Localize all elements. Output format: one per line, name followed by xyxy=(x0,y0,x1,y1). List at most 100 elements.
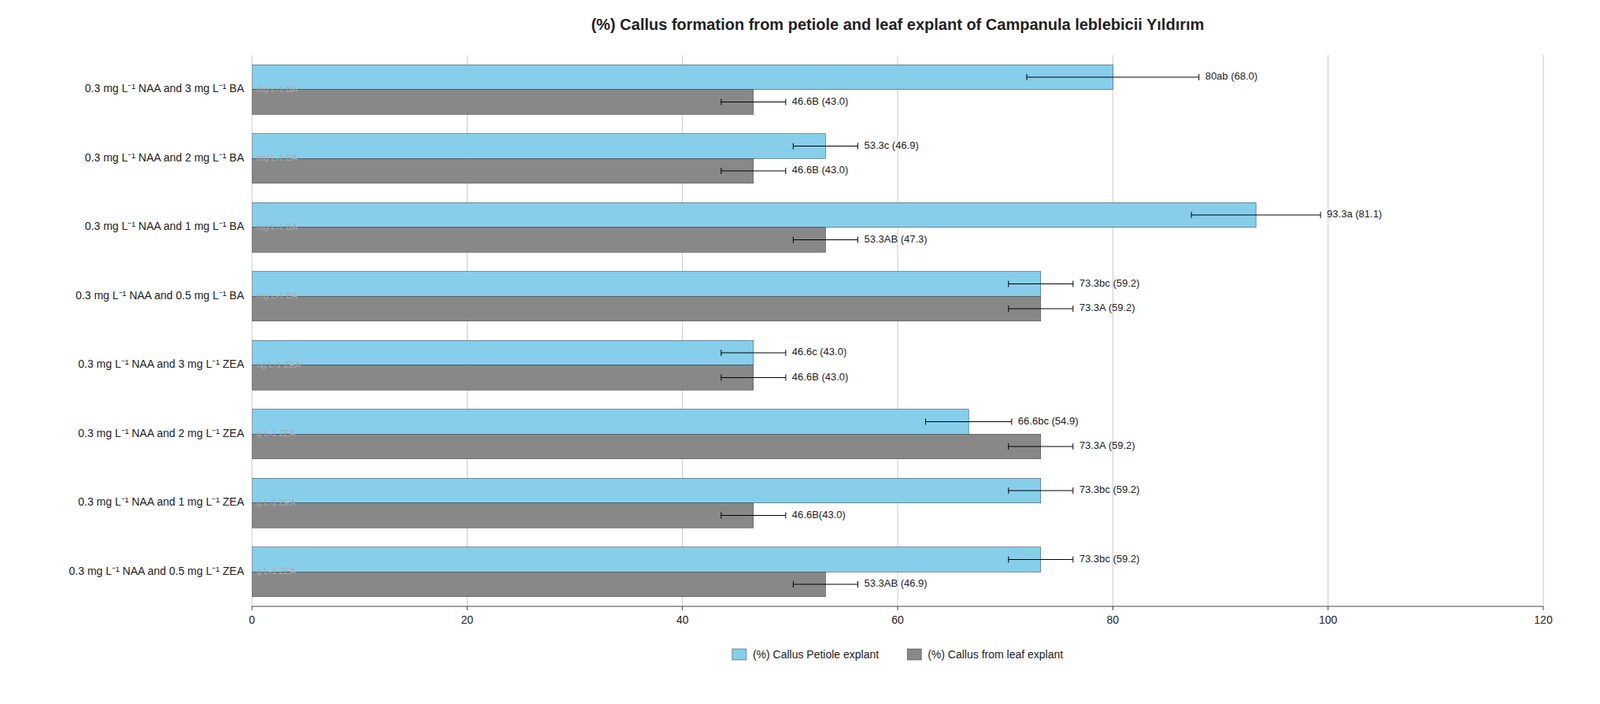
bar xyxy=(251,89,754,115)
tick-label: 0 xyxy=(248,613,256,626)
bar xyxy=(251,227,826,253)
error-bar xyxy=(792,581,858,588)
data-label: 80ab (68.0) xyxy=(1205,70,1259,82)
error-cap xyxy=(1072,281,1074,288)
error-line xyxy=(792,145,858,147)
error-bar xyxy=(1008,556,1074,563)
annotation: g L-1 ZEA xyxy=(256,428,297,438)
data-label: 53.3AB (46.9) xyxy=(863,577,927,589)
data-label: 73.3bc (59.2) xyxy=(1079,552,1141,565)
category-label: 0.3 mg L⁻¹ NAA and 3 mg L⁻¹ BA xyxy=(85,81,245,95)
error-cap xyxy=(792,237,794,244)
annotation: g L-1 ZEA xyxy=(256,566,297,576)
error-cap xyxy=(720,99,722,106)
grid-line xyxy=(897,55,899,607)
error-cap xyxy=(785,167,786,175)
legend-label: (%) Callus Petiole explant xyxy=(752,648,879,661)
error-cap xyxy=(1191,211,1193,219)
error-line xyxy=(925,421,1012,423)
error-cap xyxy=(785,99,786,106)
error-cap xyxy=(785,512,786,519)
error-bar xyxy=(721,349,786,356)
legend: (%) Callus Petiole explant (%) Callus fro… xyxy=(732,648,1063,661)
error-line xyxy=(721,170,786,172)
error-cap xyxy=(857,143,859,150)
legend-label: (%) Callus from leaf explant xyxy=(927,648,1063,661)
error-cap xyxy=(1007,487,1009,494)
title: (%) Callus formation from petiole and le… xyxy=(591,15,1205,34)
grid-line xyxy=(1327,55,1329,607)
error-cap xyxy=(792,143,794,150)
error-cap xyxy=(1072,305,1074,312)
error-bar xyxy=(1026,74,1200,81)
error-cap xyxy=(1320,211,1322,219)
legend-swatch xyxy=(907,648,922,660)
data-label: 46.6B(43.0) xyxy=(792,508,846,521)
x-axis xyxy=(251,606,1544,608)
error-line xyxy=(792,584,858,586)
data-label: 73.3bc (59.2) xyxy=(1079,277,1141,289)
error-bar xyxy=(792,143,858,150)
bar xyxy=(251,340,754,366)
bar xyxy=(251,433,1041,460)
bar xyxy=(251,202,1256,228)
bar xyxy=(251,571,826,597)
grid-line xyxy=(1112,55,1114,607)
error-cap xyxy=(925,418,926,426)
data-label: 46.6B (43.0) xyxy=(792,95,849,108)
legend-item: (%) Callus Petiole explant xyxy=(732,648,879,661)
data-label: 66.6bc (54.9) xyxy=(1018,414,1079,427)
error-cap xyxy=(857,237,859,244)
error-line xyxy=(1008,559,1074,560)
error-cap xyxy=(1198,74,1200,81)
error-cap xyxy=(720,167,722,175)
category-label: 0.3 mg L⁻¹ NAA and 2 mg L⁻¹ ZEA xyxy=(77,426,245,440)
bar xyxy=(251,547,1041,573)
tick-label: 40 xyxy=(676,613,689,626)
error-bar xyxy=(792,237,858,244)
error-cap xyxy=(785,349,786,356)
bar xyxy=(251,64,1113,90)
error-bar xyxy=(1008,305,1074,312)
bar xyxy=(251,133,826,160)
error-line xyxy=(721,101,786,103)
data-label: 53.3AB (47.3) xyxy=(863,233,927,245)
category-label: 0.3 mg L⁻¹ NAA and 3 mg L⁻¹ ZEA xyxy=(77,357,245,371)
error-cap xyxy=(1007,556,1009,563)
error-line xyxy=(1008,490,1074,492)
error-line xyxy=(1008,446,1074,448)
tick-mark xyxy=(1112,606,1114,611)
error-line xyxy=(1008,308,1074,310)
error-bar xyxy=(721,374,786,382)
error-line xyxy=(792,239,858,241)
data-label: 73.3A (59.2) xyxy=(1079,439,1136,452)
bar xyxy=(251,296,1041,322)
tick-mark xyxy=(466,606,468,611)
error-cap xyxy=(857,581,859,588)
tick-label: 100 xyxy=(1318,613,1338,626)
error-bar xyxy=(925,418,1012,426)
bar xyxy=(251,365,754,391)
tick-label: 120 xyxy=(1533,613,1553,626)
error-cap xyxy=(792,581,794,588)
tick-label: 20 xyxy=(461,613,475,626)
data-label: 46.6B (43.0) xyxy=(792,370,849,383)
error-bar xyxy=(721,512,786,519)
grid xyxy=(251,55,1544,607)
chart: (%) Callus formation from petiole and le… xyxy=(0,0,1600,704)
error-line xyxy=(1008,283,1074,285)
category-label: 0.3 mg L⁻¹ NAA and 1 mg L⁻¹ BA xyxy=(85,219,245,233)
tick-mark xyxy=(1327,606,1329,611)
error-cap xyxy=(1011,418,1012,426)
bar xyxy=(251,158,754,184)
error-bar xyxy=(1008,443,1074,450)
annotation: g L-1 ZEA xyxy=(256,497,297,508)
data-label: 53.3c (46.9) xyxy=(863,139,919,152)
error-line xyxy=(721,514,786,516)
tick-label: 80 xyxy=(1107,613,1120,626)
tick-mark xyxy=(897,606,899,611)
error-line xyxy=(1026,77,1200,78)
error-cap xyxy=(785,374,786,382)
error-bar xyxy=(1008,487,1074,494)
tick-mark xyxy=(681,606,683,611)
